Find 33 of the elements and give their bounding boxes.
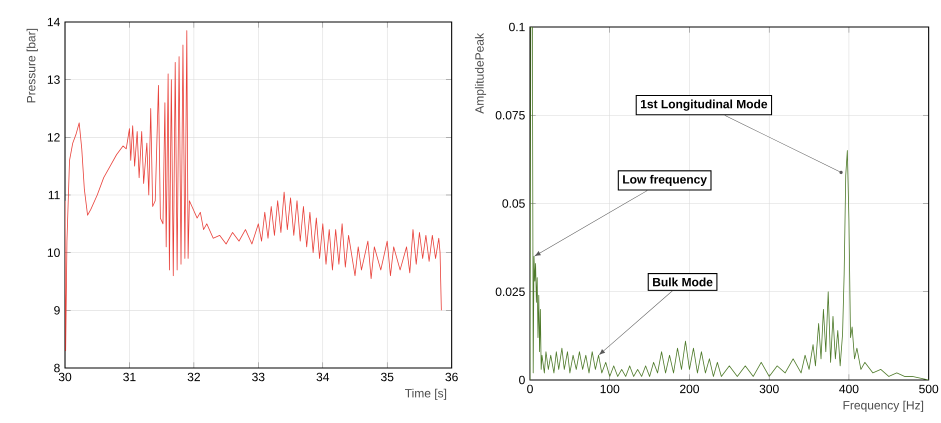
line-series bbox=[65, 30, 442, 352]
x-axis-title: Frequency [Hz] bbox=[844, 400, 924, 412]
x-tick-label: 34 bbox=[316, 372, 330, 382]
x-tick-label: 35 bbox=[381, 372, 394, 382]
annotation: 1st Longitudinal Mode bbox=[640, 100, 768, 111]
x-tick-label: 200 bbox=[680, 384, 700, 394]
y-tick-label: 9 bbox=[54, 306, 60, 315]
y-tick-label: 0.075 bbox=[496, 110, 525, 120]
x-tick-label: 32 bbox=[188, 372, 200, 382]
x-tick-label: 36 bbox=[445, 372, 458, 382]
x-tick-label: 400 bbox=[839, 384, 858, 394]
annotation: Bulk Mode bbox=[653, 278, 712, 286]
y-tick-label: 12 bbox=[48, 133, 60, 142]
x-tick-label: 30 bbox=[58, 372, 72, 382]
y-axis-title: AmplitudePeak bbox=[474, 33, 486, 114]
y-tick-label: 0.05 bbox=[502, 199, 525, 208]
y-tick-label: 0.1 bbox=[509, 22, 525, 32]
y-tick-label: 13 bbox=[48, 75, 60, 84]
y-tick-label: 11 bbox=[48, 190, 60, 200]
x-tick-label: 0 bbox=[527, 384, 533, 394]
y-tick-label: 10 bbox=[48, 248, 60, 257]
x-axis-title: Time [s] bbox=[405, 388, 446, 400]
y-tick-label: 0.025 bbox=[496, 287, 525, 296]
y-tick-label: 8 bbox=[54, 364, 60, 372]
x-tick-label: 500 bbox=[919, 384, 938, 394]
y-tick-label: 14 bbox=[48, 18, 60, 26]
line-series bbox=[530, 26, 929, 380]
y-axis-title: Pressure [bar] bbox=[26, 28, 38, 102]
x-tick-label: 100 bbox=[600, 384, 620, 394]
x-tick-label: 300 bbox=[760, 384, 779, 394]
x-tick-label: 33 bbox=[252, 372, 264, 382]
annotation: Low frequency bbox=[623, 174, 707, 186]
x-tick-label: 31 bbox=[123, 372, 136, 382]
